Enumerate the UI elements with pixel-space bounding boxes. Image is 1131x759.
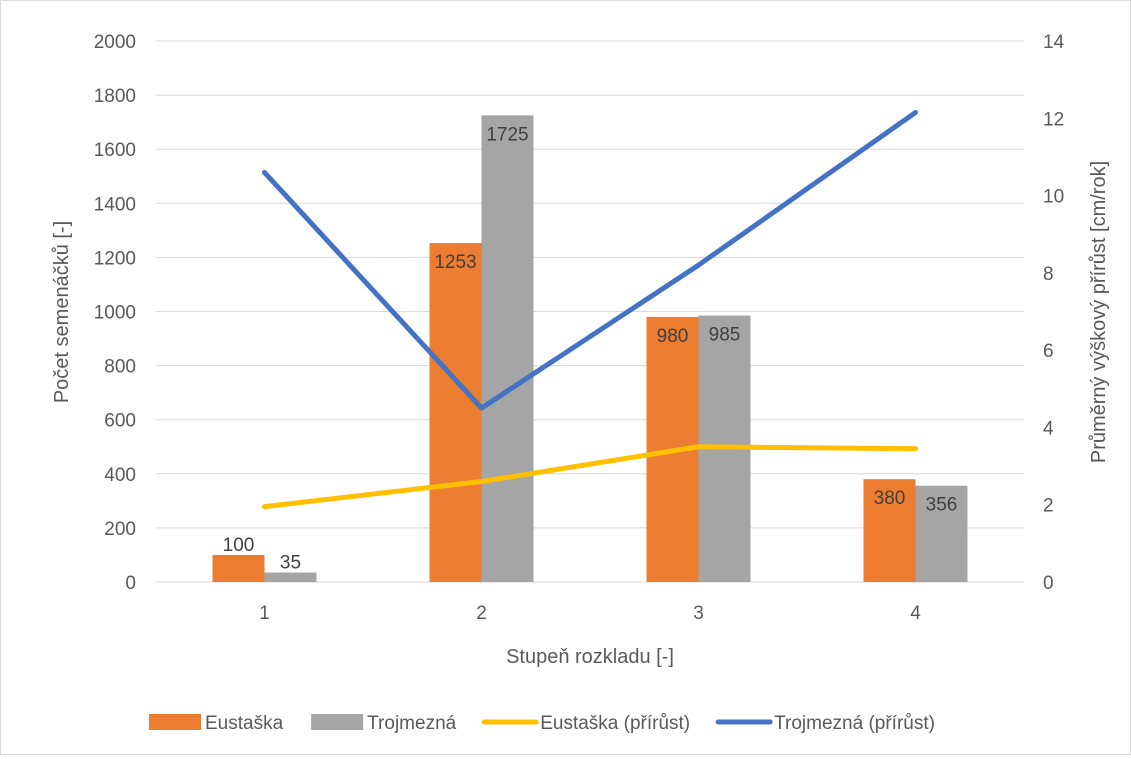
bar-data-labels: 100 1253 980 380 35 1725 985 356 xyxy=(223,124,958,573)
bar xyxy=(863,479,916,582)
y-tick-label: 0 xyxy=(125,573,136,594)
legend: Eustaška Trojmezná Eustaška (přírůst) Trojm… xyxy=(149,713,935,734)
y2-tick-label: 6 xyxy=(1043,341,1054,362)
bar-data-label: 100 xyxy=(223,535,255,556)
bar xyxy=(429,243,482,582)
bar-data-label: 980 xyxy=(657,326,689,347)
legend-entry-label: Eustaška (přírůst) xyxy=(540,713,690,734)
gridlines xyxy=(156,40,1024,583)
y2-axis-title: Průměrný výškový přírůst [cm/rok] xyxy=(1088,161,1110,463)
y-tick-label: 600 xyxy=(104,411,136,432)
x-tick-label: 1 xyxy=(259,603,270,624)
legend-swatch xyxy=(149,714,201,730)
bar xyxy=(481,115,534,582)
legend-swatch xyxy=(311,714,364,730)
bar xyxy=(915,485,968,582)
y2-tick-label: 2 xyxy=(1043,496,1054,517)
y-tick-label: 200 xyxy=(104,519,136,540)
x-tick-label: 2 xyxy=(476,603,487,624)
category-axis-ticks: 1 2 3 4 xyxy=(259,603,921,624)
bar-data-label: 1725 xyxy=(486,124,528,145)
series-line xyxy=(262,444,918,510)
legend-entry-label: Trojmezná xyxy=(367,713,456,734)
y-tick-label: 1400 xyxy=(94,194,136,215)
x-tick-label: 4 xyxy=(910,603,921,624)
left-axis-ticks: 0 200 400 600 800 1000 1200 1400 1600 1800 2000 xyxy=(94,32,136,594)
bar-data-label: 35 xyxy=(280,553,301,574)
bar-data-label: 380 xyxy=(874,488,906,509)
y2-tick-label: 0 xyxy=(1043,573,1054,594)
right-axis-ticks: 0 2 4 6 8 10 12 14 xyxy=(1043,32,1065,594)
bar-data-label: 356 xyxy=(926,495,958,516)
y-axis-title: Počet semenáčků [-] xyxy=(51,221,73,403)
y-tick-label: 1200 xyxy=(94,248,136,269)
y2-tick-label: 12 xyxy=(1043,109,1064,130)
legend-entry-label: Eustaška xyxy=(205,713,284,734)
x-tick-label: 3 xyxy=(693,603,704,624)
line-series xyxy=(262,109,918,510)
y2-tick-label: 14 xyxy=(1043,32,1065,53)
y-tick-label: 1600 xyxy=(94,140,136,161)
y-tick-label: 400 xyxy=(104,465,136,486)
bar-series xyxy=(212,115,968,582)
series-line xyxy=(262,109,918,411)
bar xyxy=(264,572,317,582)
x-axis-title: Stupeň rozkladu [-] xyxy=(506,646,674,668)
y2-tick-label: 4 xyxy=(1043,418,1054,439)
y-tick-label: 1800 xyxy=(94,86,136,107)
y2-tick-label: 8 xyxy=(1043,264,1054,285)
legend-entry-label: Trojmezná (přírůst) xyxy=(774,713,935,734)
y-tick-label: 1000 xyxy=(94,303,136,324)
bar xyxy=(212,554,265,582)
y-tick-label: 2000 xyxy=(94,32,136,53)
bar-data-label: 985 xyxy=(709,325,741,346)
bar-data-label: 1253 xyxy=(434,252,476,273)
y2-tick-label: 10 xyxy=(1043,187,1064,208)
y-tick-label: 800 xyxy=(104,357,136,378)
